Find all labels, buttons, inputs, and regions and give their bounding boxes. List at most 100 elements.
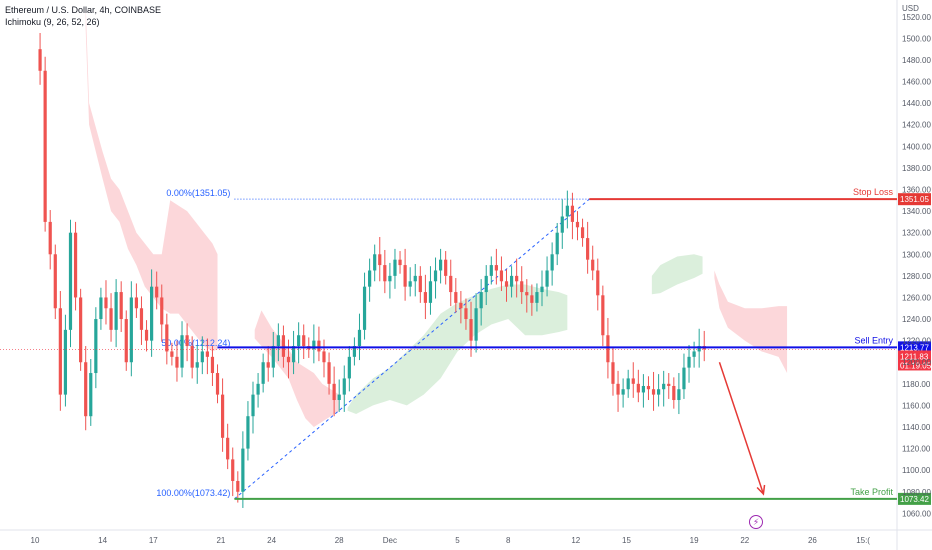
stop-loss-price-tag	[898, 193, 931, 206]
candle-body	[271, 346, 275, 368]
sell-entry-price-tag-text: 1213.77	[900, 343, 929, 352]
y-tick-label: 1320.00	[902, 229, 931, 238]
candle-body	[170, 351, 174, 357]
candle-body	[423, 292, 427, 303]
candle-body	[368, 270, 372, 287]
ichimoku-cloud-bearish	[85, 6, 218, 352]
projection-arrow-head	[756, 484, 766, 496]
candle-body	[160, 297, 164, 325]
candle-body	[291, 346, 296, 363]
candle-body	[94, 319, 98, 374]
candle-body	[601, 295, 605, 336]
candle-body	[180, 335, 184, 368]
x-tick-label: 15	[622, 536, 631, 545]
y-tick-label: 1460.00	[902, 78, 931, 87]
y-tick-label: 1200.00	[902, 358, 931, 367]
candle-body	[530, 295, 534, 303]
y-tick-label: 1240.00	[902, 315, 931, 324]
candle-body	[104, 297, 108, 309]
y-tick-label: 1140.00	[902, 423, 931, 432]
candle-body	[134, 297, 138, 309]
candle-body	[337, 394, 341, 401]
candle-body	[646, 385, 651, 390]
symbol-title: Ethereum / U.S. Dollar, 4h, COINBASE	[5, 5, 162, 15]
candle-body	[150, 286, 154, 341]
fib-level-100-label: 100.00%(1073.42)	[156, 488, 230, 498]
currency-label: USD	[902, 4, 919, 13]
candle-body	[79, 297, 83, 363]
candle-body	[281, 335, 286, 357]
candle-body	[484, 275, 488, 293]
candle-body	[114, 292, 118, 330]
x-tick-label: 5	[455, 536, 460, 545]
candle-body	[317, 340, 321, 352]
candle-body	[479, 292, 483, 309]
candle-body	[667, 383, 671, 386]
fib-level-50-label: 50.00%(1212.24)	[161, 338, 230, 348]
candle-body	[352, 346, 357, 357]
candle-body	[302, 335, 306, 347]
candle-body	[535, 292, 539, 303]
x-tick-label: 17	[149, 536, 158, 545]
candle-body	[545, 270, 549, 287]
candle-body	[84, 362, 88, 417]
candle-body	[611, 362, 615, 384]
y-tick-label: 1080.00	[902, 488, 931, 497]
x-tick-label: 15:(	[856, 536, 870, 545]
y-tick-label: 1180.00	[902, 380, 931, 389]
y-tick-label: 1360.00	[902, 186, 931, 195]
candle-body	[393, 259, 397, 276]
candle-body	[195, 362, 199, 368]
y-tick-label: 1420.00	[902, 121, 931, 130]
candle-body	[200, 351, 204, 363]
candle-body	[444, 259, 448, 276]
candle-body	[494, 265, 498, 271]
x-tick-label: 10	[31, 536, 40, 545]
candle-body	[165, 324, 169, 352]
sell-entry-price-tag	[898, 341, 931, 354]
candle-body	[73, 232, 78, 298]
candle-body	[580, 227, 585, 239]
y-tick-label: 1440.00	[902, 99, 931, 108]
candle-body	[383, 265, 387, 282]
candle-body	[373, 254, 377, 271]
candle-body	[520, 281, 524, 293]
candle-body	[48, 221, 52, 255]
candle-body	[662, 383, 666, 390]
indicator-label: Ichimoku (9, 26, 52, 26)	[5, 17, 100, 27]
candle-body	[362, 286, 367, 330]
candle-body	[449, 275, 453, 293]
candle-body	[474, 308, 478, 341]
candle-body	[144, 329, 149, 341]
candle-body	[357, 329, 362, 347]
ichimoku-cloud-bearish	[254, 310, 340, 428]
candle-body	[515, 275, 519, 282]
candle-body	[220, 394, 225, 438]
take-profit-price-tag-text: 1073.42	[900, 495, 929, 504]
lightning-icon[interactable]: ⚡	[749, 515, 763, 529]
price-axis-panel	[897, 0, 932, 550]
candle-body	[185, 335, 189, 347]
candle-body	[276, 335, 280, 347]
candle-body	[124, 319, 128, 363]
candle-body	[347, 356, 351, 379]
candle-body	[215, 373, 220, 395]
candle-body	[297, 335, 301, 347]
candle-body	[251, 394, 255, 417]
candle-body	[540, 286, 544, 293]
y-tick-label: 1500.00	[902, 34, 931, 43]
candle-body	[489, 265, 493, 276]
candle-body	[246, 416, 250, 449]
y-tick-label: 1340.00	[902, 207, 931, 216]
candle-body	[388, 275, 392, 282]
countdown-text: 01:19:05	[900, 361, 932, 370]
candle-body	[682, 367, 686, 390]
candle-body	[418, 275, 422, 293]
candle-body	[454, 292, 458, 303]
candle-body	[413, 275, 417, 282]
candle-body	[312, 340, 316, 350]
candle-body	[504, 281, 509, 287]
candle-body	[190, 346, 194, 368]
candle-body	[236, 480, 240, 492]
